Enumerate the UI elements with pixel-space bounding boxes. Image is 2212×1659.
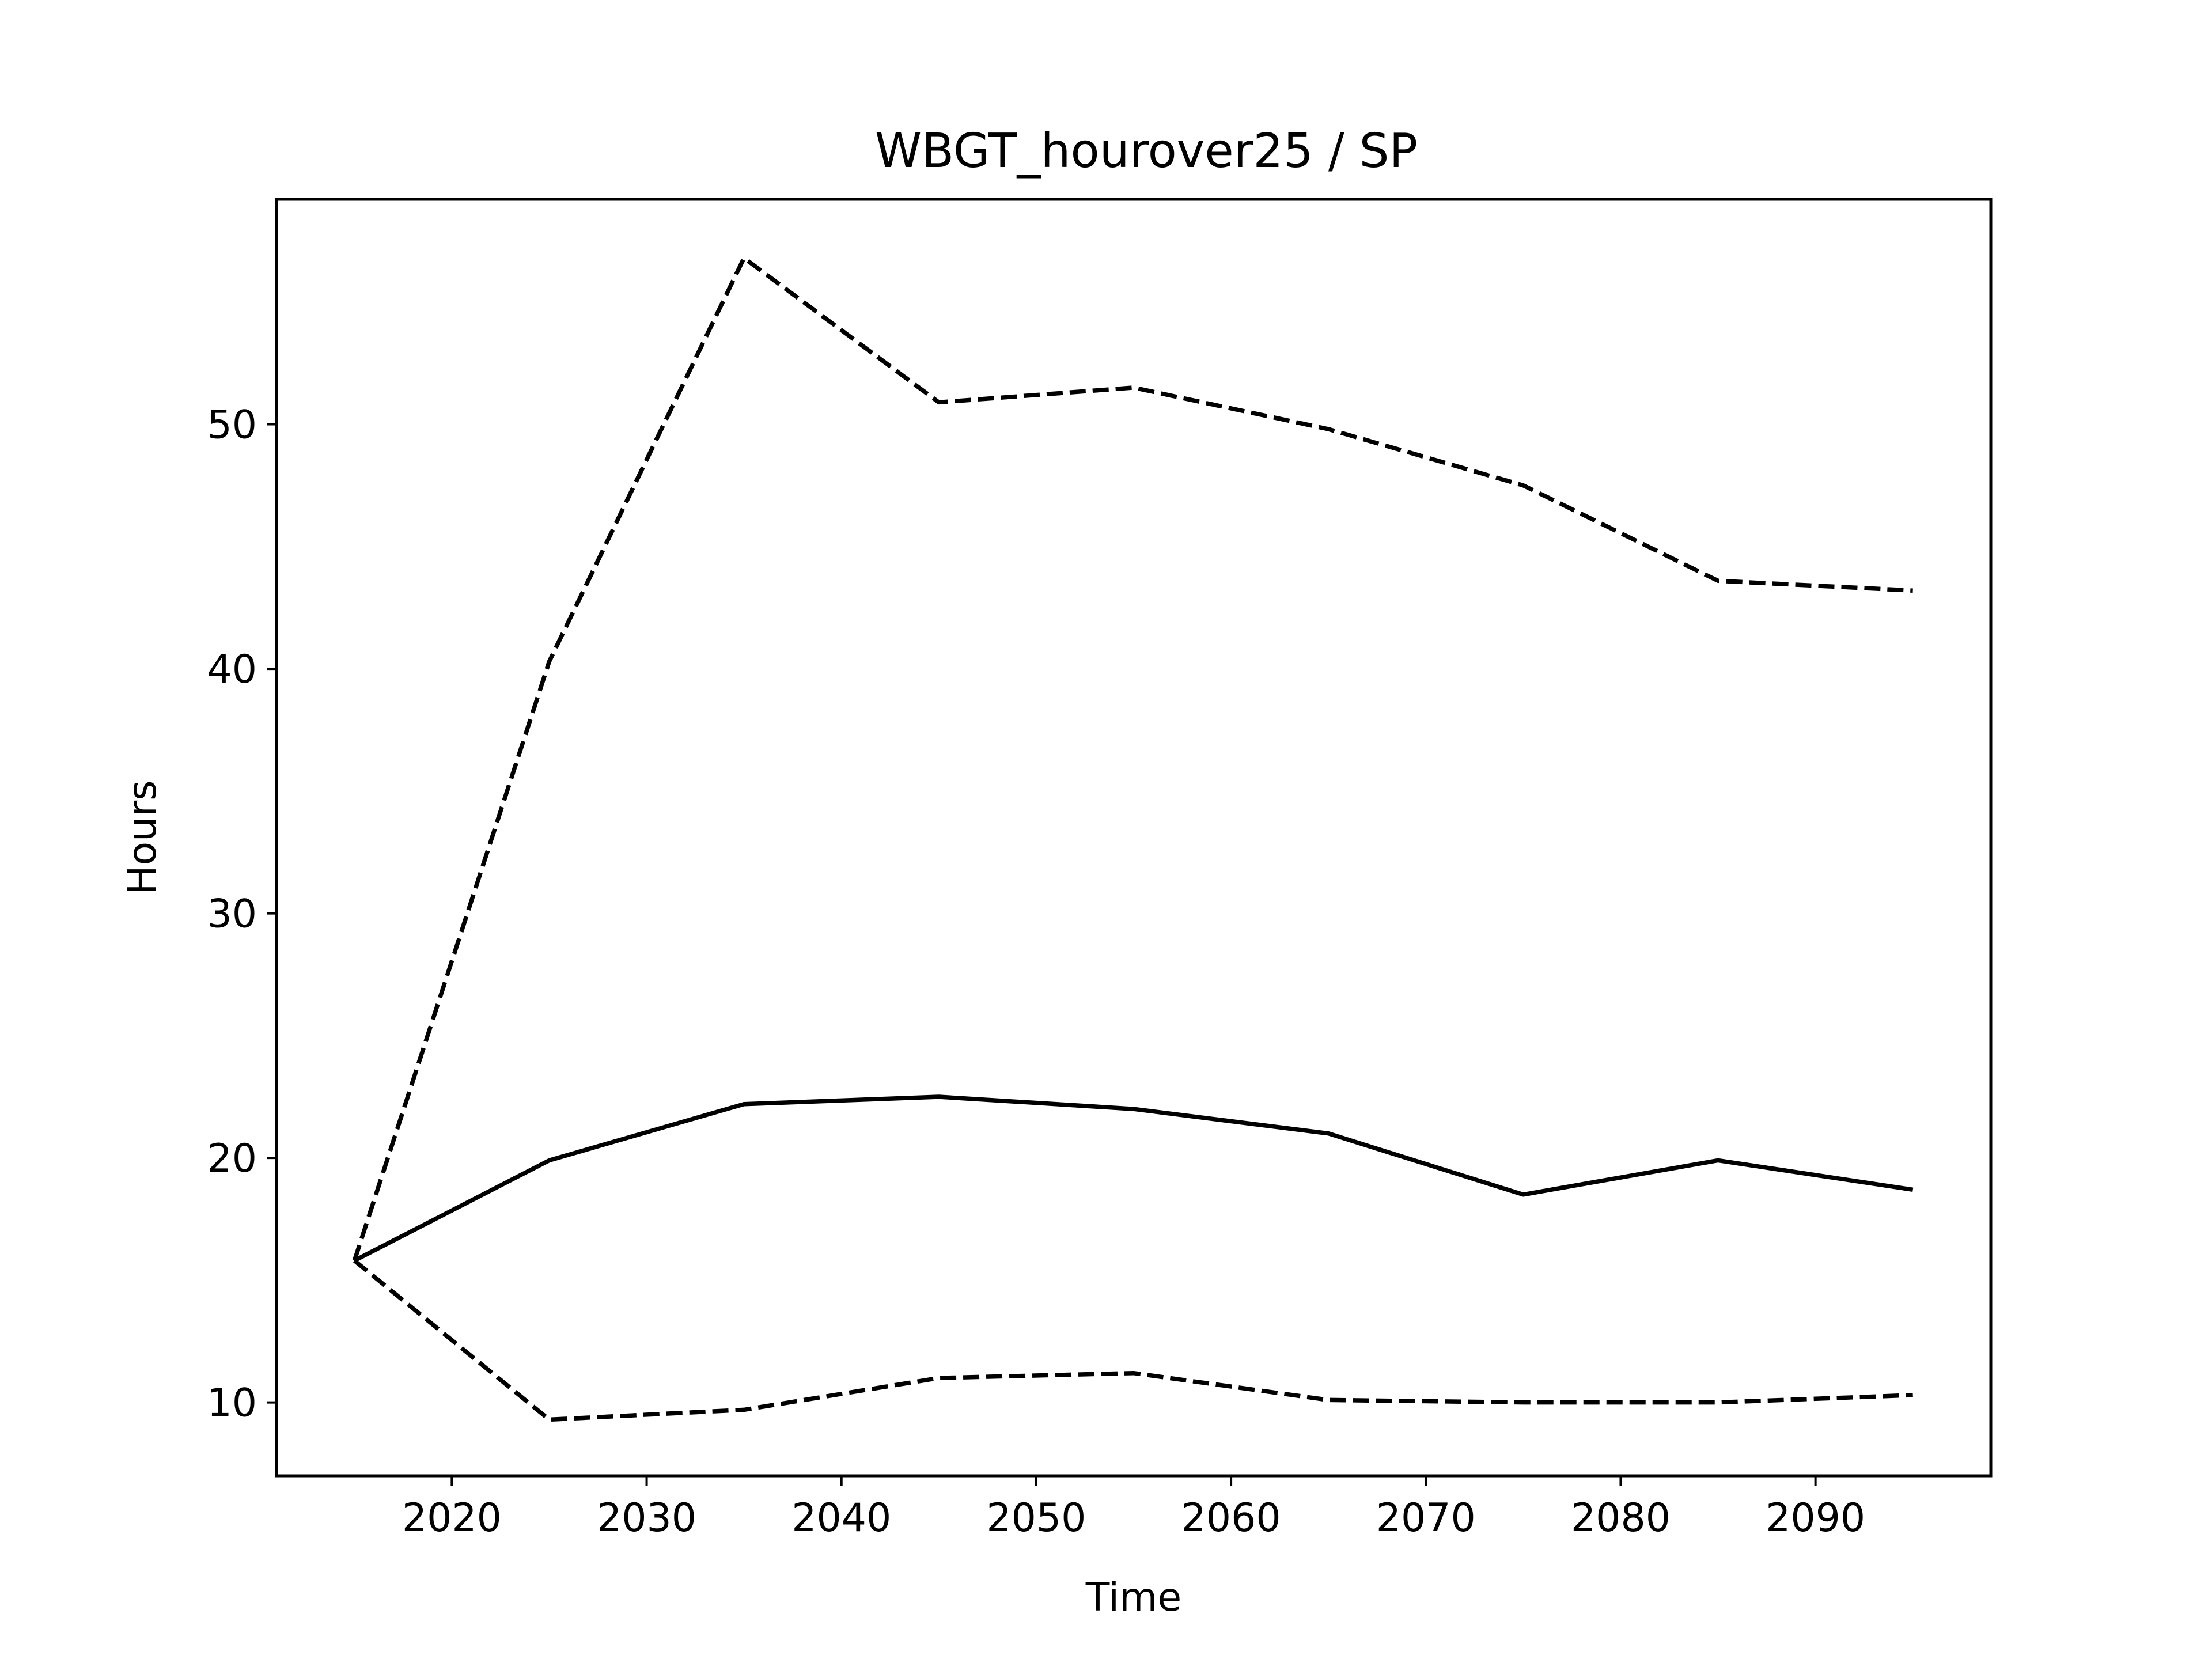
y-axis-title: Hours	[120, 780, 165, 895]
x-tick-label: 2090	[1766, 1495, 1865, 1541]
series-line-2	[353, 1094, 1914, 1263]
x-tick-label: 2050	[986, 1495, 1086, 1541]
x-tick-label: 2030	[597, 1495, 696, 1541]
y-tick-label: 40	[207, 647, 257, 692]
series-line-3	[353, 1259, 1913, 1422]
x-axis-title: Time	[1085, 1575, 1181, 1620]
y-axis-ticks: 10 20 30 40 50	[207, 403, 276, 1426]
x-tick-label: 2060	[1181, 1495, 1281, 1541]
x-tick-label: 2070	[1376, 1495, 1476, 1541]
y-tick-label: 50	[207, 403, 257, 448]
chart-title: WBGT_hourover25 / SP	[875, 124, 1418, 179]
x-tick-label: 2020	[402, 1495, 502, 1541]
series-layer	[352, 256, 1914, 1422]
y-tick-label: 10	[207, 1381, 257, 1426]
x-axis-ticks: 2020 2030 2040 2050 2060 2070 2080 2090	[402, 1476, 1865, 1541]
plot-frame	[275, 198, 1993, 1478]
x-tick-label: 2080	[1571, 1495, 1671, 1541]
y-tick-label: 30	[207, 892, 257, 937]
y-tick-label: 20	[207, 1136, 257, 1181]
series-line-1	[352, 256, 1913, 1262]
x-tick-label: 2040	[791, 1495, 891, 1541]
